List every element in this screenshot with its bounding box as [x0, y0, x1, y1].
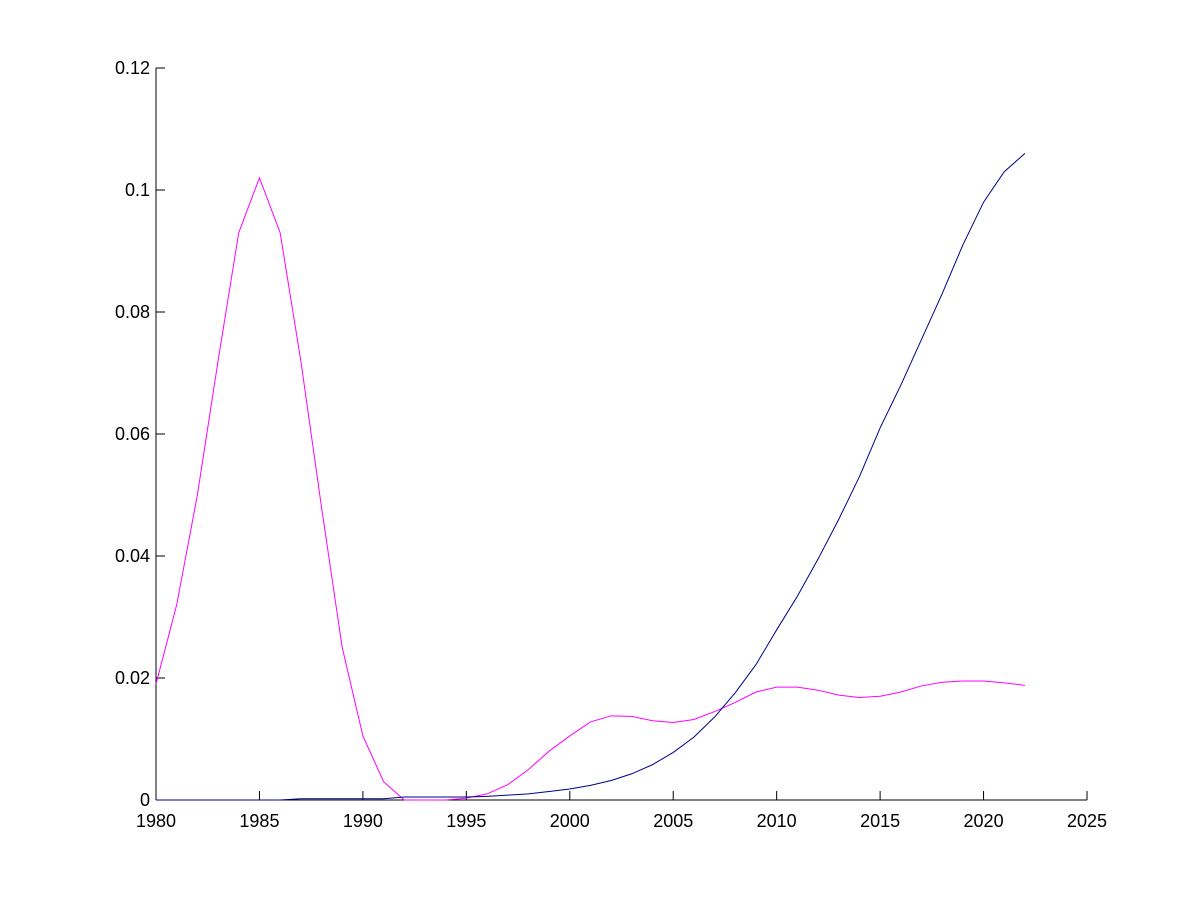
x-tick-label: 2015 — [860, 811, 900, 831]
x-tick-label: 2025 — [1067, 811, 1107, 831]
x-tick-label: 1990 — [343, 811, 383, 831]
y-tick-label: 0.12 — [115, 58, 150, 78]
y-tick-label: 0.1 — [125, 180, 150, 200]
y-tick-label: 0.08 — [115, 302, 150, 322]
y-tick-label: 0 — [140, 790, 150, 810]
x-tick-label: 1985 — [239, 811, 279, 831]
line-series — [156, 153, 1026, 801]
y-tick-label: 0.04 — [115, 546, 150, 566]
x-tick-label: 1995 — [446, 811, 486, 831]
x-tick-label: 2020 — [964, 811, 1004, 831]
y-tick-label: 0.06 — [115, 424, 150, 444]
x-tick-label: 1980 — [136, 811, 176, 831]
x-tick-label: 2000 — [550, 811, 590, 831]
y-tick-label: 0.02 — [115, 668, 150, 688]
x-tick-label: 2010 — [757, 811, 797, 831]
line-series — [155, 176, 1025, 801]
x-tick-label: 2005 — [653, 811, 693, 831]
